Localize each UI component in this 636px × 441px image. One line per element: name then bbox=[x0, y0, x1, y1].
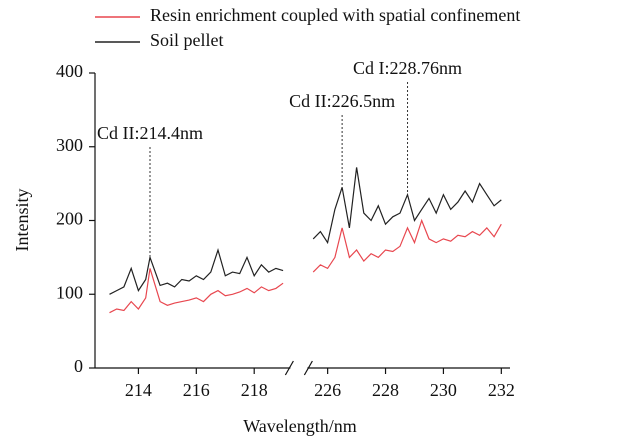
x-tick-label: 226 bbox=[314, 380, 341, 400]
x-tick-label: 232 bbox=[488, 380, 515, 400]
annotation-label: Cd I:228.76nm bbox=[353, 58, 462, 78]
x-axis-label: Wavelength/nm bbox=[243, 416, 357, 436]
axis-break bbox=[284, 360, 294, 376]
series-line bbox=[109, 247, 284, 295]
series-line bbox=[312, 218, 502, 273]
annotation-label: Cd II:214.4nm bbox=[97, 123, 203, 143]
x-tick-label: 214 bbox=[125, 380, 152, 400]
legend-label: Soil pellet bbox=[150, 30, 224, 50]
y-tick-label: 0 bbox=[74, 356, 83, 376]
y-tick-label: 200 bbox=[56, 209, 83, 229]
y-tick-label: 300 bbox=[56, 135, 83, 155]
x-tick-label: 218 bbox=[241, 380, 268, 400]
x-tick-label: 216 bbox=[183, 380, 210, 400]
x-tick-label: 230 bbox=[430, 380, 457, 400]
series-line bbox=[109, 268, 284, 314]
annotation-label: Cd II:226.5nm bbox=[289, 91, 395, 111]
legend-label: Resin enrichment coupled with spatial co… bbox=[150, 5, 520, 25]
x-tick-label: 228 bbox=[372, 380, 399, 400]
series-line bbox=[312, 167, 502, 245]
y-tick-label: 100 bbox=[56, 282, 83, 302]
y-tick-label: 400 bbox=[56, 61, 83, 81]
y-axis-label: Intensity bbox=[12, 189, 32, 252]
